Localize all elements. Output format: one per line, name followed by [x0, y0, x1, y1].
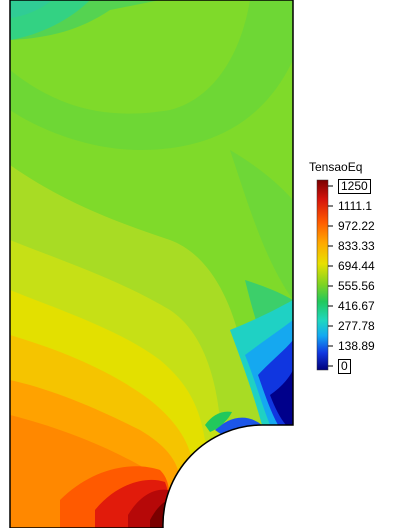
legend-tick: 1111.1	[338, 199, 373, 213]
colorbar-ticks	[328, 185, 333, 367]
legend-tick: 972.22	[338, 219, 375, 233]
legend-tick: 694.44	[338, 259, 375, 273]
legend-tick: 555.56	[338, 279, 375, 293]
legend-tick: 138.89	[338, 339, 375, 353]
domain-outline	[9, 0, 294, 528]
legend-tick: 277.78	[338, 319, 375, 333]
legend-tick: 416.67	[338, 299, 375, 313]
contour-field	[10, 0, 293, 528]
legend-tick: 833.33	[338, 239, 375, 253]
legend-tick-min: 0	[338, 359, 351, 374]
legend-title: TensaoEq	[309, 160, 363, 174]
legend-tick-max: 1250	[338, 179, 371, 194]
colorbar	[316, 179, 329, 371]
